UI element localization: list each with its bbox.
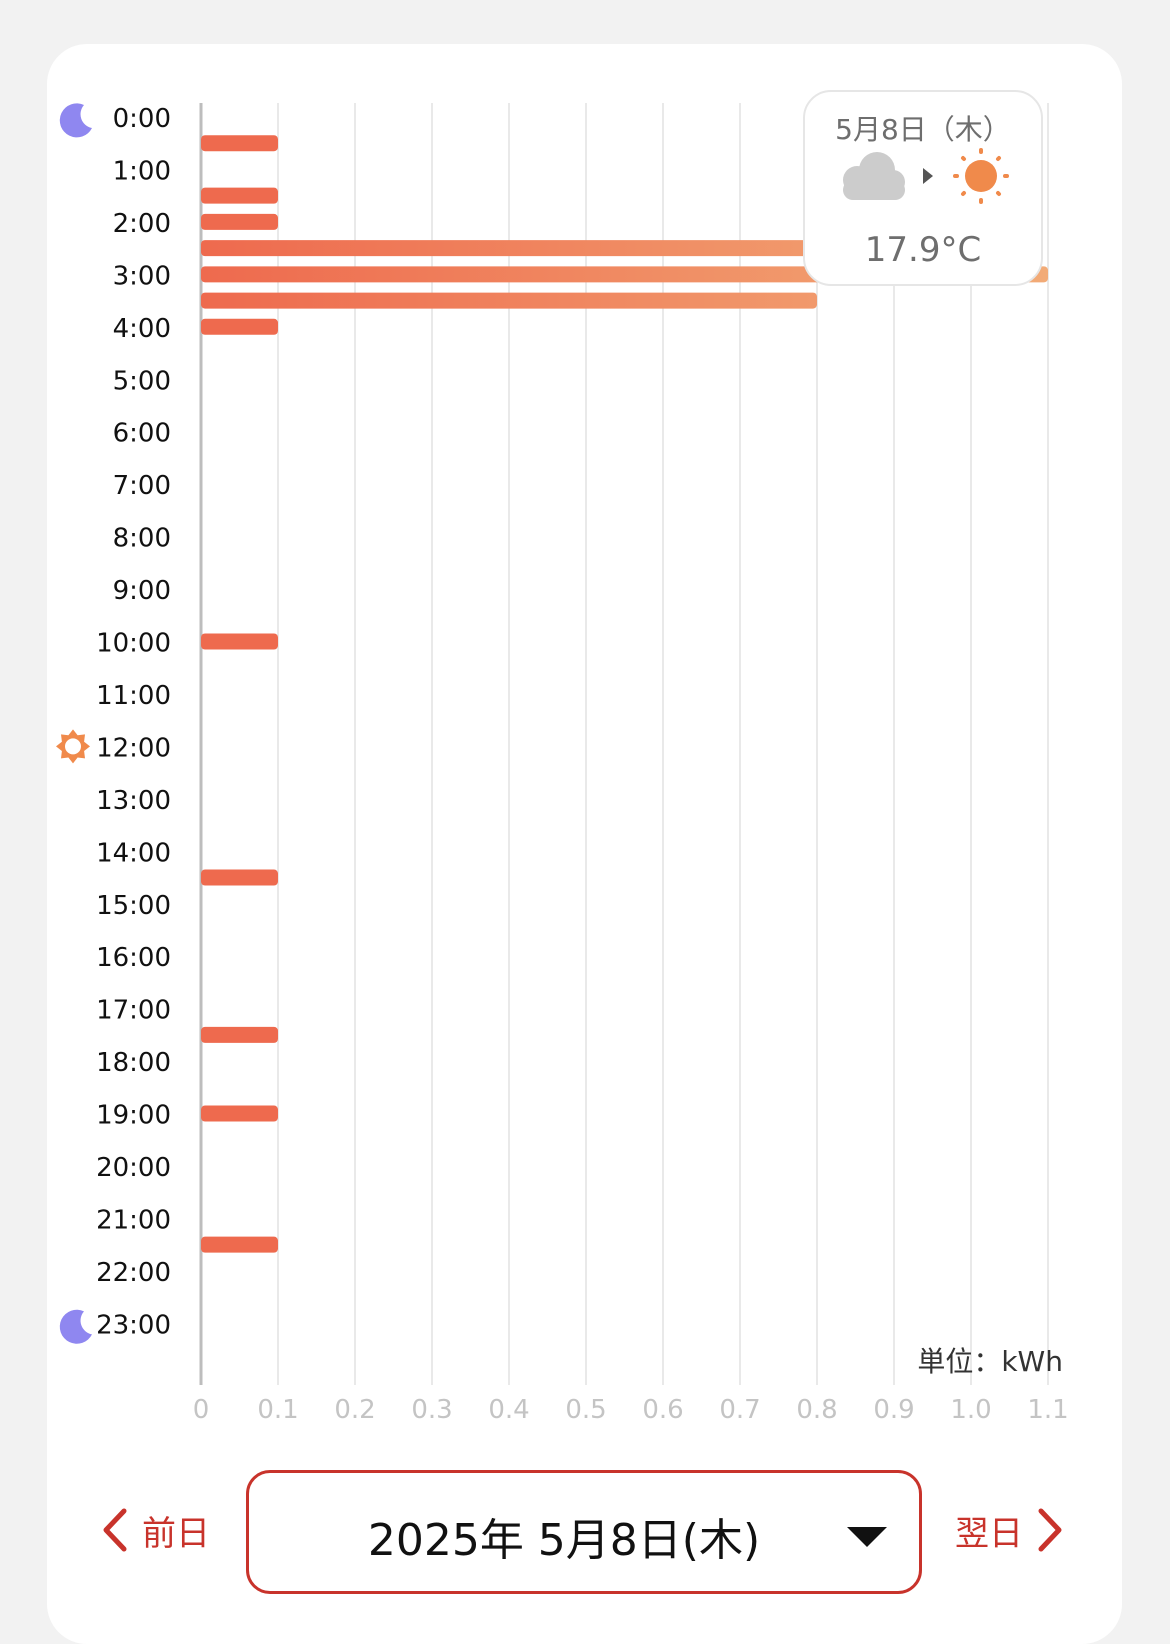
y-tick-label: 7:00 (113, 471, 171, 501)
date-select[interactable]: 2025年 5月8日(木) (246, 1470, 922, 1594)
y-tick-label: 20:00 (96, 1153, 171, 1183)
next-day-label: 翌日 (955, 1513, 1023, 1554)
x-tick-label: 0.7 (719, 1395, 760, 1425)
y-tick-label: 11:00 (96, 681, 171, 711)
x-tick-label: 0.3 (411, 1395, 452, 1425)
x-tick-label: 0.6 (642, 1395, 683, 1425)
chevron-right-icon (1038, 1508, 1062, 1552)
y-tick-label: 18:00 (96, 1048, 171, 1078)
moon-icon (59, 1309, 92, 1344)
x-tick-label: 1.0 (950, 1395, 991, 1425)
usage-bar (201, 292, 817, 309)
x-tick-label: 0.1 (257, 1395, 298, 1425)
y-tick-label: 14:00 (96, 838, 171, 868)
y-tick-label: 21:00 (96, 1205, 171, 1235)
date-navigation: 前日 2025年 5月8日(木) 翌日 (0, 1470, 1170, 1600)
usage-bar (201, 187, 278, 204)
arrow-right-icon (923, 168, 933, 184)
x-tick-label: 0.4 (488, 1395, 529, 1425)
x-tick-label: 0.5 (565, 1395, 606, 1425)
cloud-icon (843, 152, 905, 200)
usage-bar (201, 135, 278, 152)
moon-icon (59, 103, 92, 138)
weather-date: 5月8日（木） (835, 113, 1011, 146)
usage-bar (201, 318, 278, 335)
x-tick-label: 0.9 (873, 1395, 914, 1425)
usage-bar (201, 633, 278, 650)
y-tick-label: 1:00 (113, 156, 171, 186)
prev-day-button[interactable]: 前日 (100, 1500, 210, 1560)
y-tick-label: 2:00 (113, 209, 171, 239)
y-tick-label: 9:00 (113, 576, 171, 606)
chevron-left-icon (103, 1508, 127, 1552)
usage-bar (201, 869, 278, 886)
y-tick-label: 6:00 (113, 419, 171, 449)
selected-date: 2025年 5月8日(木) (367, 1515, 761, 1566)
x-tick-label: 0.2 (334, 1395, 375, 1425)
y-tick-label: 12:00 (96, 733, 171, 763)
usage-chart: 0:00 1:00 2:00 3:00 4:00 5:00 6:00 7:00 8:00 9:00… (56, 103, 1069, 1425)
x-tick-label: 0.8 (796, 1395, 837, 1425)
sun-icon (953, 148, 1009, 204)
next-day-button[interactable]: 翌日 (955, 1500, 1065, 1560)
weather-icons (843, 148, 1009, 204)
y-tick-label: 13:00 (96, 786, 171, 816)
usage-bar (201, 1026, 278, 1043)
y-tick-label: 10:00 (96, 629, 171, 659)
weather-card: 5月8日（木） 17.9°C (803, 90, 1043, 286)
y-tick-label: 3:00 (113, 261, 171, 291)
y-tick-label: 23:00 (96, 1310, 171, 1340)
y-tick-label: 8:00 (113, 524, 171, 554)
x-tick-label: 1.1 (1027, 1395, 1068, 1425)
y-tick-label: 17:00 (96, 996, 171, 1026)
prev-day-label: 前日 (142, 1513, 210, 1554)
y-tick-label: 4:00 (113, 314, 171, 344)
usage-bar (201, 240, 971, 257)
x-tick-label: 0 (193, 1395, 210, 1425)
y-tick-label: 22:00 (96, 1258, 171, 1288)
usage-bar (201, 1105, 278, 1122)
chart-card (47, 44, 1122, 1644)
usage-bar (201, 213, 278, 230)
caret-down-icon (847, 1527, 887, 1547)
weather-temperature: 17.9°C (864, 230, 982, 270)
y-tick-label: 5:00 (113, 366, 171, 396)
sun-icon (56, 729, 90, 764)
y-tick-label: 19:00 (96, 1101, 171, 1131)
y-tick-label: 16:00 (96, 943, 171, 973)
y-tick-label: 0:00 (113, 104, 171, 134)
usage-bar (201, 1236, 278, 1253)
y-tick-label: 15:00 (96, 891, 171, 921)
unit-label: 単位：kWh (917, 1345, 1063, 1378)
